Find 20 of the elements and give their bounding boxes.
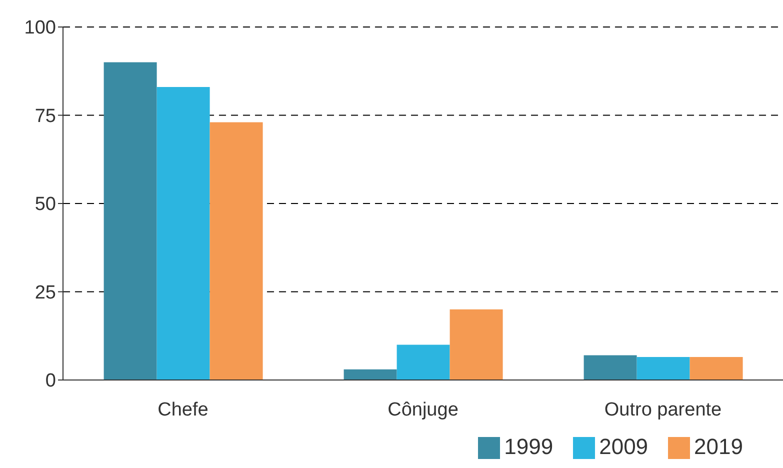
legend-label: 2019 xyxy=(694,434,743,459)
x-tick-label: Outro parente xyxy=(604,399,722,420)
bar xyxy=(104,62,157,380)
bar xyxy=(210,122,263,380)
legend-label: 1999 xyxy=(504,434,554,459)
bar xyxy=(156,87,210,380)
bar xyxy=(450,309,503,380)
bar xyxy=(690,357,743,380)
y-tick-label: 75 xyxy=(34,106,56,127)
y-tick-label: 25 xyxy=(34,282,56,304)
bar xyxy=(396,344,450,380)
y-tick-label: 50 xyxy=(34,194,56,216)
legend-label: 2009 xyxy=(599,434,648,459)
bar xyxy=(344,369,397,380)
bar xyxy=(636,357,690,380)
y-tick-label: 100 xyxy=(24,18,56,39)
x-tick-label: Chefe xyxy=(158,399,208,420)
x-tick-label: Cônjuge xyxy=(388,399,458,420)
bar xyxy=(584,355,637,380)
y-tick-label: 0 xyxy=(45,370,56,392)
